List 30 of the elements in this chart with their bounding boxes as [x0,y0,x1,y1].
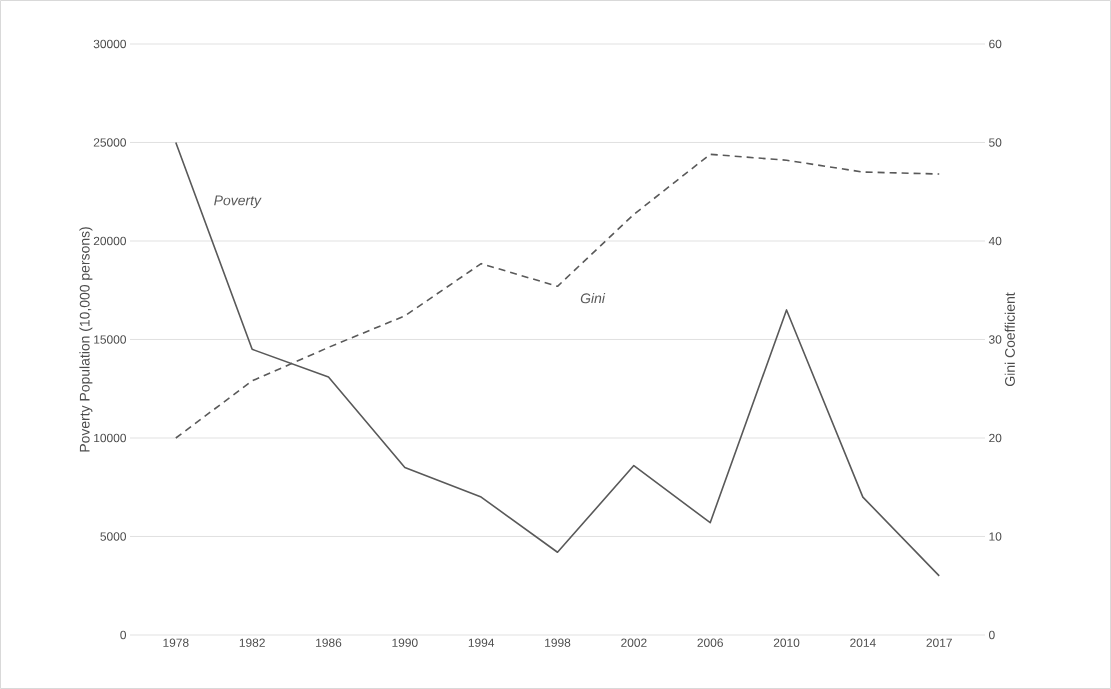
line-series [175,141,941,577]
x-tick-label: 1986 [316,638,342,647]
y2-tick-label: 50 [989,138,1002,147]
x-tick-label: 2010 [773,638,800,647]
y-tick-label: 20000 [93,236,127,246]
x-tick-label: 2002 [621,638,647,647]
series-label: Gini [580,293,606,304]
x-tick-label: 1998 [545,638,571,647]
y-tick-label: 25000 [93,138,127,147]
y-tick-label: 30000 [93,39,127,49]
series-label: Poverty [214,195,262,209]
y-tick-label: 0 [120,630,127,640]
y2-axis-title: Gini Coefficient [1004,292,1015,386]
y2-tick-label: 60 [989,39,1002,49]
y2-tick-label: 30 [988,335,1002,344]
x-tick-label: 1978 [163,638,189,647]
x-tick-label: 1982 [239,638,265,647]
x-tick-label: 2014 [850,638,876,647]
y-tick-label: 15000 [94,335,127,344]
y2-tick-label: 10 [989,532,1002,541]
x-tick-label: 1994 [468,638,495,647]
y-tick-label: 5000 [100,532,127,541]
x-tick-label: 2017 [926,638,952,647]
x-tick-label: 2006 [697,638,723,647]
y-tick-label: 10000 [94,433,127,443]
y2-tick-label: 20 [989,433,1002,443]
x-tick-label: 1990 [392,638,418,647]
y-axis-title: Poverty Population (10,000 persons) [79,227,93,452]
y2-tick-label: 40 [988,236,1002,246]
y2-tick-label: 0 [989,630,995,640]
